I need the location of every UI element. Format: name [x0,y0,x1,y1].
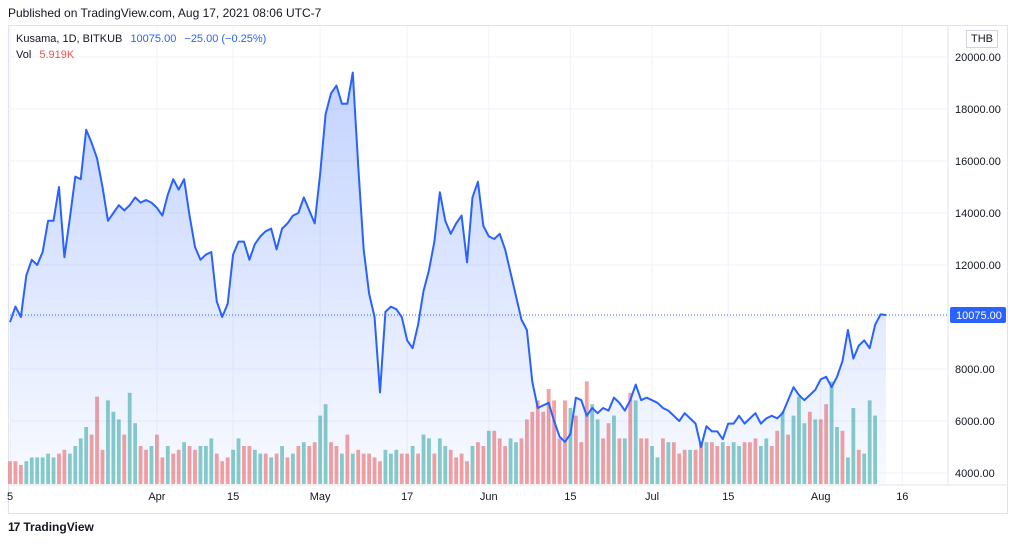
legend-change: −25.00 (−0.25%) [184,33,267,45]
last-price-label: 10075.00 [956,310,1002,322]
x-tick-label: 15 [564,491,576,503]
y-tick-label: 14000.00 [955,208,1001,220]
x-tick-label: 16 [896,491,908,503]
x-tick-label: Jun [480,491,498,503]
legend-last: 10075.00 [130,33,177,45]
chart-frame [8,25,1008,514]
x-tick-label: 5 [7,491,13,503]
x-tick-label: Apr [148,491,165,503]
tradingview-brand: 17 TradingView [8,520,94,534]
y-tick-label: 20000.00 [955,52,1001,64]
y-tick-label: 8000.00 [955,364,995,376]
legend-symbol-row[interactable]: Kusama, 1D, BITKUB 10075.00 −25.00 (−0.2… [16,33,271,45]
tradingview-logo-icon: 17 [8,520,20,534]
last-price-badge-bg [950,307,1006,324]
published-caption: Published on TradingView.com, Aug 17, 20… [8,6,322,20]
price-area [10,72,886,484]
currency-button[interactable]: THB [966,30,998,48]
y-tick-label: 6000.00 [955,416,995,428]
x-tick-label: Jul [645,491,659,503]
legend-vol-label: Vol [16,49,32,61]
x-tick-label: Aug [811,491,831,503]
x-tick-label: May [310,491,331,503]
x-tick-label: 15 [722,491,734,503]
y-tick-label: 16000.00 [955,156,1001,168]
y-axis: 4000.006000.008000.0010000.0012000.00140… [955,52,1001,480]
x-tick-label: 15 [227,491,239,503]
legend-symbol[interactable]: Kusama, 1D, BITKUB [16,33,123,45]
brand-name: TradingView [23,520,94,534]
y-tick-label: 4000.00 [955,468,995,480]
x-axis: 5 Apr 15 May 17 Jun 15 Jul 15 Aug 16 [7,491,909,503]
y-tick-label: 18000.00 [955,104,1001,116]
y-tick-label: 12000.00 [955,260,1001,272]
last-price-badge: 10075.00 [950,307,1006,324]
x-tick-label: 17 [401,491,413,503]
legend-vol-value: 5.919K [39,49,75,61]
legend-volume-row[interactable]: Vol 5.919K [16,49,79,61]
price-line [9,71,887,448]
